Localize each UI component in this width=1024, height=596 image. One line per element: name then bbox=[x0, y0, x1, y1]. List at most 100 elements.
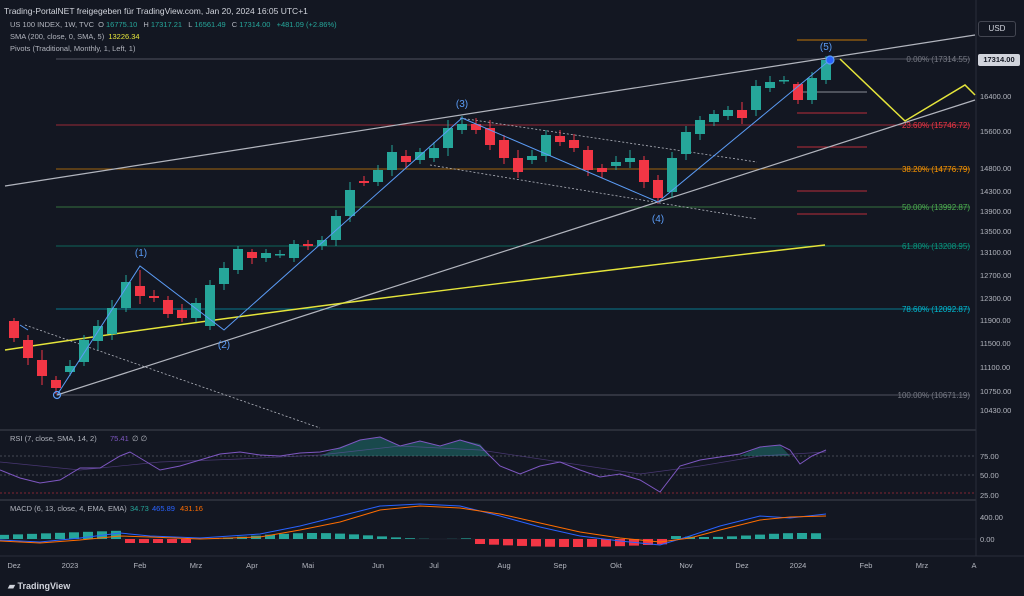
candle-body bbox=[541, 135, 551, 156]
macd-histogram-bar bbox=[279, 533, 289, 539]
candle-body bbox=[597, 168, 607, 172]
rsi-axis-label: 50.00 bbox=[980, 471, 999, 480]
candle-body bbox=[625, 158, 635, 162]
candle-body bbox=[401, 156, 411, 162]
candle-body bbox=[247, 252, 257, 258]
fib-level-label: 50.00% (13992.87) bbox=[902, 203, 970, 212]
sma-legend[interactable]: SMA (200, close, 0, SMA, 5) 13226.34 bbox=[10, 32, 142, 41]
candle-body bbox=[429, 148, 439, 158]
rsi-sma-line bbox=[0, 445, 827, 475]
candle-body bbox=[457, 124, 467, 130]
brand-name: TradingView bbox=[17, 581, 71, 591]
macd-histogram-bar bbox=[321, 533, 331, 539]
macd-histogram-bar bbox=[405, 538, 415, 539]
candle-body bbox=[275, 254, 285, 256]
rsi-value: 75.41 bbox=[110, 434, 129, 443]
macd-histogram-bar bbox=[489, 539, 499, 545]
time-axis-label: Jun bbox=[372, 561, 384, 570]
macd-histogram-bar bbox=[111, 530, 121, 539]
candle-body bbox=[639, 160, 649, 182]
price-axis-panel bbox=[976, 0, 1024, 596]
macd-histogram-bar bbox=[503, 539, 513, 546]
wave-label: (2) bbox=[218, 340, 230, 351]
share-watermark: Trading-PortalNET freigegeben für Tradin… bbox=[4, 6, 308, 16]
candle-body bbox=[443, 128, 453, 148]
macd-histogram-bar bbox=[391, 537, 401, 539]
candle-body bbox=[79, 340, 89, 362]
candle-body bbox=[695, 120, 705, 134]
price-axis-label: 14300.00 bbox=[980, 187, 1011, 196]
candle-body bbox=[555, 136, 565, 142]
candle-body bbox=[345, 190, 355, 216]
macd-histogram-bar bbox=[27, 533, 37, 539]
candle-body bbox=[107, 308, 117, 334]
time-axis-label: Jul bbox=[429, 561, 439, 570]
macd-label: MACD (6, 13, close, 4, EMA, EMA) bbox=[10, 504, 127, 513]
time-axis-label: Okt bbox=[610, 561, 623, 570]
pivots-label: Pivots (Traditional, Monthly, 1, Left, 1… bbox=[10, 44, 136, 53]
fib-level-label: 100.00% (10671.19) bbox=[898, 391, 971, 400]
candle-body bbox=[807, 78, 817, 100]
macd-histogram-bar bbox=[181, 539, 191, 543]
macd-histogram-bar bbox=[475, 539, 485, 544]
macd-histogram-bar bbox=[545, 539, 555, 547]
price-axis-label: 13500.00 bbox=[980, 227, 1011, 236]
macd-histogram-bar bbox=[615, 539, 625, 547]
fib-level-label: 23.60% (15746.72) bbox=[902, 121, 970, 130]
macd-histogram-bar bbox=[699, 536, 709, 539]
elliott-wave-path bbox=[19, 324, 29, 331]
price-axis-label: 10430.00 bbox=[980, 406, 1011, 415]
candle-body bbox=[163, 300, 173, 314]
time-axis-label: 2023 bbox=[62, 561, 79, 570]
macd-signal-value: 431.16 bbox=[180, 504, 203, 513]
price-axis-label: 13100.00 bbox=[980, 248, 1011, 257]
macd-histogram-bar bbox=[601, 539, 611, 547]
macd-histogram-bar bbox=[139, 539, 149, 543]
sma-label: SMA (200, close, 0, SMA, 5) bbox=[10, 32, 105, 41]
time-axis-label: Feb bbox=[134, 561, 147, 570]
price-axis-label: 11100.00 bbox=[980, 363, 1010, 372]
candle-body bbox=[51, 380, 61, 388]
candle-body bbox=[191, 303, 201, 318]
rsi-label: RSI (7, close, SMA, 14, 2) bbox=[10, 434, 97, 443]
macd-line bbox=[0, 503, 827, 546]
fib-level-label: 38.20% (14776.79) bbox=[902, 165, 970, 174]
macd-histogram-bar bbox=[69, 532, 79, 539]
sma-value: 13226.34 bbox=[108, 32, 140, 41]
price-axis-label: 16400.00 bbox=[980, 92, 1011, 101]
projection-path bbox=[839, 58, 976, 122]
candle-body bbox=[261, 253, 271, 258]
candle-body bbox=[233, 249, 243, 270]
candle-body bbox=[709, 114, 719, 122]
macd-histogram-bar bbox=[153, 539, 163, 543]
macd-histogram-bar bbox=[307, 533, 317, 539]
wave-label: (3) bbox=[456, 99, 468, 110]
macd-histogram-bar bbox=[811, 533, 821, 539]
rsi-overbought-fill bbox=[740, 445, 790, 456]
symbol-legend[interactable]: US 100 INDEX, 1W, TVC O 16775.10 H 17317.2… bbox=[10, 20, 339, 29]
candle-body bbox=[513, 158, 523, 172]
candle-body bbox=[527, 156, 537, 160]
pivots-legend[interactable]: Pivots (Traditional, Monthly, 1, Left, 1… bbox=[10, 44, 137, 53]
candle-body bbox=[821, 60, 831, 80]
fib-level-label: 0.00% (17314.55) bbox=[906, 55, 970, 64]
ohlc-high: H 17317.21 bbox=[143, 20, 183, 29]
price-axis-label: 10750.00 bbox=[980, 387, 1011, 396]
channel-lower-line bbox=[56, 99, 976, 396]
macd-histogram-bar bbox=[671, 536, 681, 539]
macd-histogram-bar bbox=[755, 534, 765, 539]
macd-histogram-bar bbox=[517, 539, 527, 546]
macd-histogram-bar bbox=[573, 539, 583, 547]
macd-histogram-bar bbox=[713, 536, 723, 539]
currency-button[interactable]: USD bbox=[978, 21, 1016, 37]
macd-histogram-bar bbox=[783, 533, 793, 539]
candle-body bbox=[611, 162, 621, 166]
candle-body bbox=[387, 152, 397, 170]
candle-body bbox=[121, 282, 131, 308]
macd-axis-label: 400.00 bbox=[980, 513, 1003, 522]
candle-body bbox=[205, 285, 215, 326]
price-axis-label: 12700.00 bbox=[980, 271, 1011, 280]
candle-body bbox=[37, 360, 47, 376]
wave-label: (4) bbox=[652, 214, 664, 225]
